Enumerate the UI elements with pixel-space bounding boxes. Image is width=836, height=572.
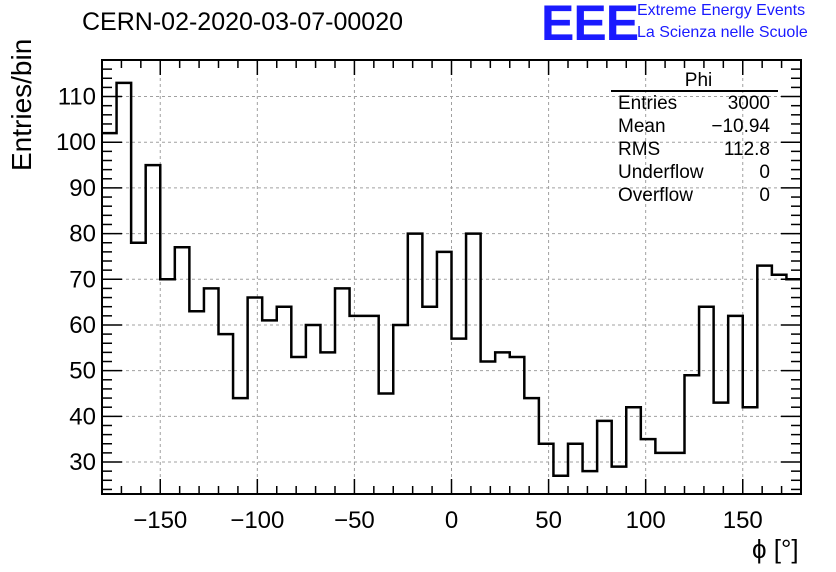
logo-subtitle-line-2: La Scienza nelle Scuole	[637, 24, 808, 41]
y-tick-label: 70	[69, 266, 96, 293]
stats-label: Entries	[618, 93, 678, 114]
y-tick-label: 30	[69, 449, 96, 476]
stats-box: Phi Entries 3000 Mean −10.94 RMS 112.8 U…	[611, 71, 778, 207]
y-tick-label: 50	[69, 358, 96, 385]
stats-row-rms: RMS 112.8	[611, 138, 778, 161]
stats-value: 3000	[727, 93, 770, 114]
stats-label: Overflow	[618, 185, 693, 206]
x-tick-label: −100	[230, 507, 284, 534]
x-tick-label: −150	[133, 507, 187, 534]
y-tick-label: 60	[69, 312, 96, 339]
stats-label: Mean	[618, 116, 666, 137]
stats-row-overflow: Overflow 0	[611, 184, 778, 207]
stats-row-entries: Entries 3000	[611, 92, 778, 115]
logo-subtitle-line-1: Extreme Energy Events	[637, 2, 806, 19]
y-tick-label: 80	[69, 221, 96, 248]
stats-value: 0	[759, 185, 770, 206]
y-tick-label: 110	[58, 84, 96, 111]
axis-ticks	[101, 59, 802, 494]
x-axis-label: ϕ [°]	[752, 534, 799, 564]
chart-title: CERN-02-2020-03-07-00020	[82, 8, 404, 36]
y-axis-label: Entries/bin	[6, 38, 37, 171]
stats-value: −10.94	[711, 116, 770, 137]
stats-value: 0	[759, 162, 770, 183]
x-tick-label: 50	[535, 507, 562, 534]
eee-logo: EEE	[541, 0, 639, 51]
stats-row-underflow: Underflow 0	[611, 161, 778, 184]
x-tick-label: −50	[334, 507, 375, 534]
stats-box-title: Phi	[611, 71, 778, 92]
histogram-line	[102, 81, 801, 477]
y-tick-label: 90	[69, 175, 96, 202]
x-tick-label: 0	[445, 507, 458, 534]
stats-row-mean: Mean −10.94	[611, 115, 778, 138]
stats-label: Underflow	[618, 162, 704, 183]
axis-tick-labels: −150 −100 −50 0 50 100 150 30 40 50 60 70 80 90 100 110	[56, 84, 763, 534]
stats-label: RMS	[618, 139, 661, 160]
x-tick-label: 150	[723, 507, 763, 534]
x-tick-label: 100	[626, 507, 666, 534]
y-tick-label: 100	[56, 129, 96, 156]
y-tick-label: 40	[69, 403, 96, 430]
stats-value: 112.8	[723, 139, 770, 160]
